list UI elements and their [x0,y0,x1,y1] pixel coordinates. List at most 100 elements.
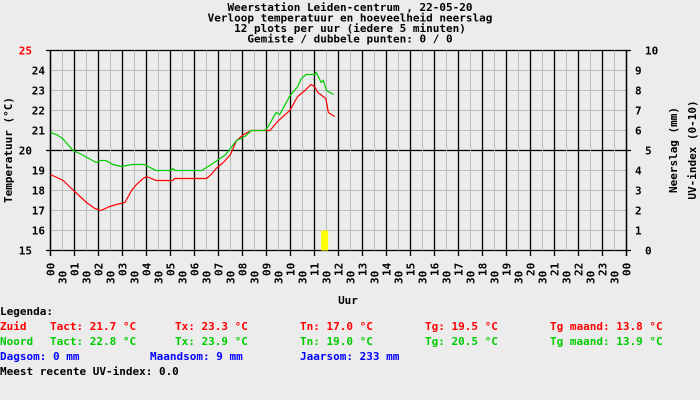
x-tick-label-hour: 13 [357,263,370,276]
series-line-noord [50,71,334,172]
x-tick-label-hour: 00 [45,263,58,276]
legend-noord-1: Tact: 22.8 °C [50,335,137,348]
legend-noord-2: Tx: 23.9 °C [175,335,248,348]
x-tick-label-half: 30 [249,271,262,284]
x-tick-label-hour: 08 [237,263,250,276]
y2-tick-label: 5 [645,145,652,158]
legend-zuid-1: Tact: 21.7 °C [50,320,137,333]
x-tick-label-hour: 19 [501,263,514,276]
y2-tick-label: 9 [635,65,642,78]
legend-rain-2: Jaarsom: 233 mm [300,350,400,363]
legend-rain-1: Maandsom: 9 mm [150,350,243,363]
y-tick-label: 20 [19,145,32,158]
y2-tick-label: 7 [635,105,642,118]
x-tick-label-hour: 04 [141,262,154,276]
x-tick-label-half: 30 [129,271,142,284]
x-tick-label-hour: 06 [189,262,202,276]
legend-noord-0: Noord [0,335,34,348]
x-tick-label-half: 30 [441,271,454,284]
x-tick-label-half: 30 [345,271,358,284]
x-tick-label-half: 30 [537,271,550,284]
y-tick-label: 21 [32,125,46,138]
x-tick-label-hour: 02 [93,263,106,276]
x-tick-label-hour: 07 [213,263,226,276]
legend-zuid-4: Tg: 19.5 °C [425,320,498,333]
y-tick-label: 19 [32,165,45,178]
x-tick-label-half: 30 [201,271,214,284]
x-tick-label-half: 30 [57,271,70,284]
legend-uv: Meest recente UV-index: 0.0 [0,365,179,378]
rain-bar [321,230,329,251]
y2-axis-label-uv: UV-index (0-10) [686,100,699,199]
x-tick-label-hour: 14 [381,262,394,276]
x-tick-label-half: 30 [585,271,598,284]
x-tick-label-hour: 15 [405,263,418,276]
y-tick-label: 25 [19,45,32,58]
legend-zuid-0: Zuid [0,320,27,333]
y-tick-label: 23 [32,85,45,98]
x-tick-label-hour: 16 [429,262,442,276]
y2-tick-label: 10 [645,45,658,58]
y2-tick-label: 3 [635,185,642,198]
y-tick-label: 22 [32,105,45,118]
y-tick-label: 18 [32,185,45,198]
y2-tick-label: 4 [635,165,642,178]
y2-tick-label: 1 [635,225,642,238]
legend-zuid-2: Tx: 23.3 °C [175,320,248,333]
x-tick-label-hour: 10 [285,263,298,276]
chart-title-line: Verloop temperatuur en hoeveelheid neers… [208,12,493,25]
x-tick-label-half: 30 [153,271,166,284]
x-tick-label-hour: 12 [333,263,346,276]
y2-tick-label: 2 [635,205,642,218]
x-tick-label-half: 30 [561,271,574,284]
x-tick-label-hour: 23 [597,263,610,276]
y-axis-label: Temperatuur (°C) [2,97,15,203]
chart-title-line: Gemiste / dubbele punten: 0 / 0 [247,33,452,46]
x-tick-label-half: 30 [225,271,238,284]
legend-title: Legenda: [0,305,53,318]
y-tick-label: 24 [32,65,46,78]
legend-rain-0: Dagsom: 0 mm [0,350,80,363]
x-tick-label-hour: 00 [621,263,634,276]
x-tick-label-hour: 11 [309,262,322,276]
legend-zuid-5: Tg maand: 13.8 °C [550,320,663,333]
x-tick-label-hour: 20 [525,263,538,276]
x-tick-label-half: 30 [417,271,430,284]
x-tick-label-hour: 05 [165,263,178,276]
x-tick-label-half: 30 [513,271,526,284]
series-line-zuid [50,83,336,212]
y2-tick-label: 0 [645,245,652,258]
x-tick-label-hour: 09 [261,263,274,276]
y2-tick-label: 6 [635,125,642,138]
legend-noord-5: Tg maand: 13.9 °C [550,335,663,348]
y2-axis-label-rain: Neerslag (mm) [667,107,680,193]
x-tick-label-hour: 18 [477,263,490,276]
legend-noord-4: Tg: 20.5 °C [425,335,498,348]
x-tick-label-half: 30 [609,271,622,284]
x-tick-label-half: 30 [177,271,190,284]
y2-tick-label: 8 [635,85,642,98]
x-tick-label-half: 30 [105,271,118,284]
legend-zuid-3: Tn: 17.0 °C [300,320,373,333]
x-tick-label-half: 30 [489,271,502,284]
x-tick-label-hour: 17 [453,263,466,276]
x-tick-label-hour: 03 [117,263,130,276]
x-tick-label-half: 30 [81,271,94,284]
x-tick-label-half: 30 [297,271,310,284]
legend-noord-3: Tn: 19.0 °C [300,335,373,348]
y-tick-label: 16 [32,225,46,238]
x-tick-label-half: 30 [273,271,286,284]
x-tick-label-half: 30 [369,271,382,284]
x-tick-label-hour: 01 [69,262,82,276]
chart-title-line: Weerstation Leiden-centrum , 22-05-20 [227,1,472,14]
y-tick-label: 15 [19,245,32,258]
chart-title-line: 12 plots per uur (iedere 5 minuten) [234,22,466,35]
x-tick-label-hour: 22 [573,263,586,276]
x-axis-label: Uur [338,294,358,307]
y-tick-label: 17 [32,205,45,218]
x-tick-label-hour: 21 [549,262,562,276]
x-tick-label-half: 30 [465,271,478,284]
x-tick-label-half: 30 [393,271,406,284]
x-tick-label-half: 30 [321,271,334,284]
